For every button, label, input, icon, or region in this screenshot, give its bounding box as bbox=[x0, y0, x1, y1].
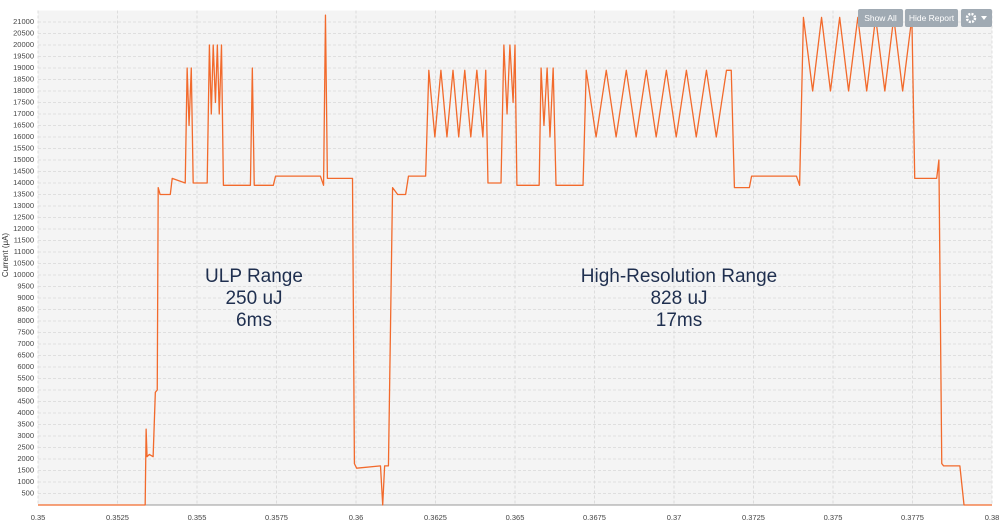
y-axis-label: Current (μA) bbox=[1, 233, 10, 278]
y-tick-label: 12500 bbox=[13, 212, 34, 221]
y-tick-label: 2000 bbox=[17, 454, 34, 463]
y-tick-label: 11500 bbox=[14, 235, 34, 244]
annotation: ULP Range bbox=[205, 266, 303, 287]
y-tick-label: 16500 bbox=[13, 120, 34, 129]
x-tick-label: 0.3675 bbox=[583, 513, 606, 522]
trace-line bbox=[38, 14, 992, 506]
x-tick-label: 0.3525 bbox=[106, 513, 129, 522]
x-tick-label: 0.35 bbox=[31, 513, 46, 522]
x-tick-label: 0.3625 bbox=[424, 513, 447, 522]
y-tick-label: 19500 bbox=[13, 51, 34, 60]
y-tick-label: 21000 bbox=[13, 17, 34, 26]
y-tick-label: 9500 bbox=[17, 281, 34, 290]
y-tick-label: 17500 bbox=[13, 97, 34, 106]
x-tick-label: 0.38 bbox=[985, 513, 999, 522]
y-tick-label: 4500 bbox=[17, 396, 34, 405]
button-label[interactable]: Show All bbox=[864, 13, 897, 23]
x-tick-label: 0.3775 bbox=[901, 513, 924, 522]
y-tick-label: 7500 bbox=[17, 327, 34, 336]
y-tick-label: 14000 bbox=[13, 178, 34, 187]
x-tick-label: 0.3575 bbox=[265, 513, 288, 522]
y-tick-label: 18000 bbox=[13, 86, 34, 95]
settings-button[interactable] bbox=[961, 9, 992, 27]
y-tick-label: 20000 bbox=[13, 40, 34, 49]
dropdown-caret bbox=[981, 16, 987, 20]
annotation: High-Resolution Range bbox=[581, 266, 777, 287]
y-tick-label: 14500 bbox=[13, 166, 34, 175]
y-tick-label: 6500 bbox=[17, 350, 34, 359]
y-tick-label: 9000 bbox=[17, 293, 34, 302]
y-tick-label: 10500 bbox=[13, 258, 34, 267]
x-tick-label: 0.3725 bbox=[742, 513, 765, 522]
x-tick-label: 0.36 bbox=[349, 513, 364, 522]
y-tick-label: 3500 bbox=[17, 419, 34, 428]
y-tick-label: 5000 bbox=[17, 385, 34, 394]
annotation: 6ms bbox=[236, 310, 272, 331]
toolbar: Show All Hide Report bbox=[858, 9, 992, 27]
y-tick-label: 3000 bbox=[17, 431, 34, 440]
show-all-button[interactable] bbox=[858, 9, 903, 27]
annotation: 250 uJ bbox=[225, 288, 282, 309]
x-tick-label: 0.375 bbox=[824, 513, 843, 522]
y-tick-label: 11000 bbox=[14, 247, 34, 256]
x-tick-label: 0.365 bbox=[506, 513, 525, 522]
x-tick-label: 0.355 bbox=[188, 513, 207, 522]
y-tick-label: 12000 bbox=[13, 224, 34, 233]
button-label[interactable]: Hide Report bbox=[909, 13, 955, 23]
y-tick-label: 13500 bbox=[13, 189, 34, 198]
y-tick-label: 20500 bbox=[13, 28, 34, 37]
y-tick-label: 1000 bbox=[17, 477, 34, 486]
annotation: 828 uJ bbox=[650, 288, 707, 309]
y-tick-label: 15500 bbox=[13, 143, 34, 152]
annotation: 17ms bbox=[656, 310, 702, 331]
gear-icon bbox=[965, 12, 977, 24]
y-tick-label: 1500 bbox=[17, 465, 34, 474]
y-tick-label: 8500 bbox=[17, 304, 34, 313]
y-tick-label: 2500 bbox=[17, 442, 34, 451]
x-tick-label: 0.37 bbox=[667, 513, 682, 522]
y-tick-label: 5500 bbox=[17, 373, 34, 382]
y-tick-label: 4000 bbox=[17, 408, 34, 417]
y-tick-label: 13000 bbox=[13, 201, 34, 210]
y-tick-label: 16000 bbox=[13, 132, 34, 141]
y-tick-label: 500 bbox=[21, 488, 34, 497]
y-tick-label: 8000 bbox=[17, 316, 34, 325]
y-tick-label: 7000 bbox=[17, 339, 34, 348]
y-tick-label: 18500 bbox=[13, 74, 34, 83]
y-tick-label: 10000 bbox=[13, 270, 34, 279]
y-tick-label: 19000 bbox=[13, 63, 34, 72]
hide-report-button[interactable] bbox=[905, 9, 958, 27]
y-tick-label: 17000 bbox=[13, 109, 34, 118]
y-tick-label: 15000 bbox=[13, 155, 34, 164]
y-tick-label: 6000 bbox=[17, 362, 34, 371]
